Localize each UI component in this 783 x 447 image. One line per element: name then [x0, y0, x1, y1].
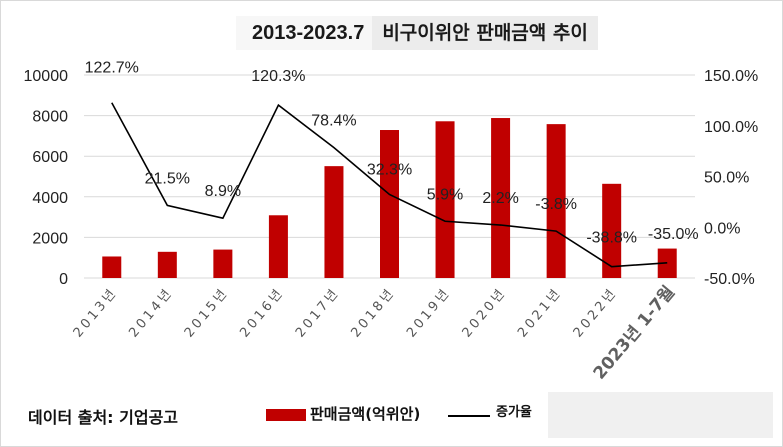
- chart-title: 2013-2023.7 비구이위안 판매금액 추이: [236, 16, 598, 50]
- y-right-tick-label: 50.0%: [704, 170, 749, 187]
- y-right-tick-label: 0.0%: [704, 220, 740, 237]
- legend-background-box: [548, 392, 773, 438]
- bar: [435, 121, 455, 278]
- line-data-label: 32.3%: [367, 161, 412, 178]
- line-data-label: 2.2%: [482, 190, 518, 207]
- line-data-label: 120.3%: [251, 68, 305, 85]
- x-tick-label: 2018년: [348, 285, 398, 341]
- legend-line-label: 증가율: [496, 405, 532, 420]
- y-left-tick-label: 4000: [32, 190, 68, 207]
- y-right-tick-label: 150.0%: [704, 68, 758, 85]
- x-tick-label: 2014년: [126, 285, 176, 341]
- bar: [491, 118, 511, 278]
- x-tick-label: 2017년: [293, 285, 343, 341]
- legend-bar-label: 판매금액(억위안): [310, 405, 421, 423]
- line-data-label: 78.4%: [311, 113, 356, 130]
- line-data-label: 5.9%: [427, 186, 463, 203]
- line-data-label: -38.8%: [586, 230, 637, 247]
- x-tick-label: 2013년: [71, 285, 121, 341]
- x-tick-label: 2016년: [237, 285, 287, 341]
- bar: [213, 249, 233, 278]
- bar: [546, 124, 566, 278]
- legend-bar-swatch: [266, 409, 306, 421]
- y-left-tick-label: 10000: [24, 68, 69, 85]
- y-left-tick-label: 0: [59, 271, 68, 288]
- line-data-label: 21.5%: [145, 170, 190, 187]
- source-label: 데이터 출처: 기업공고: [28, 408, 179, 427]
- growth-line: [111, 102, 668, 268]
- title-year-range: 2013-2023.7: [236, 16, 373, 50]
- legend-line-swatch: [448, 415, 490, 417]
- y-left-tick-label: 2000: [32, 230, 68, 247]
- bar: [602, 183, 622, 278]
- bar: [157, 251, 177, 278]
- line-data-label: -3.8%: [535, 196, 577, 213]
- line-data-label: 8.9%: [205, 183, 241, 200]
- y-right-tick-label: 100.0%: [704, 119, 758, 136]
- bar: [324, 166, 344, 278]
- bar: [268, 215, 288, 278]
- bar: [102, 256, 122, 278]
- bar: [380, 130, 399, 278]
- x-tick-label: 2022년: [571, 285, 621, 341]
- x-tick-label: 2021년: [515, 285, 565, 341]
- y-left-tick-label: 8000: [32, 109, 68, 126]
- x-tick-label: 2015년: [182, 285, 232, 341]
- title-main-text: 비구이위안 판매금액 추이: [372, 16, 598, 50]
- x-tick-label: 2020년: [460, 285, 510, 341]
- line-data-label: 122.7%: [85, 60, 139, 77]
- line-data-label: -35.0%: [648, 226, 699, 243]
- x-tick-label: 2019년: [404, 285, 454, 341]
- y-left-tick-label: 6000: [32, 149, 68, 166]
- y-right-tick-label: -50.0%: [704, 271, 755, 288]
